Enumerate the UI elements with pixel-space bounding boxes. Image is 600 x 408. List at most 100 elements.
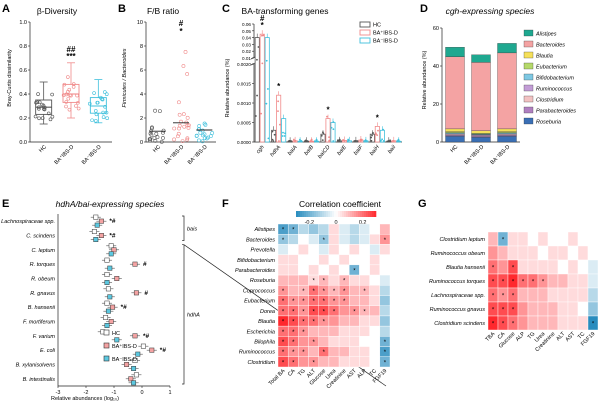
panel-e-legend-label: BA⁺IBS-D [112,343,137,350]
panel-a-point [74,104,78,108]
panel-g-cell [567,245,579,261]
panel-b-point [208,134,213,139]
panel-d-legend-label: Roseburia [536,120,561,126]
panel-c-ytick-label: 0.06 [242,22,251,27]
panel-g-sig: * [522,280,525,286]
panel-c-ytick-label: 0.04 [242,36,251,41]
panel-c-legend-label: BA⁻IBS-D [373,39,398,45]
panel-b-point [176,131,181,136]
panel-f-sig: * [292,228,295,234]
panel-f-colorbar-cell [342,211,345,217]
panel-a-point [87,101,92,106]
panel-g-sig: * [512,322,515,328]
panel-c-ytick-label: 0.03 [242,42,251,47]
panel-c-point [256,94,258,97]
panel-c-bar [281,118,287,143]
panel-c-point [322,132,325,135]
panel-f-cell [369,244,381,255]
panel-a-point [67,87,72,92]
panel-c-point [262,34,265,37]
panel-e: E hdhA/bai-expressing species Relative a… [1,198,387,402]
panel-d-legend-swatch [523,84,534,92]
panel-g-cell [547,245,559,261]
panel-f-cell [369,295,381,306]
panel-f-sig: * [312,320,315,326]
panel-f-colorbar-cell [304,211,307,217]
panel-label-b: B [118,3,126,15]
panel-e-point [108,251,114,257]
panel-f-cell [359,244,370,255]
panel-a-point [64,104,68,109]
panel-e-legend-label: BA⁻IBS-D [112,357,137,363]
panel-a-point [90,118,94,123]
panel-e-category-label: B. intestinalis [23,377,56,383]
panel-g-cell [557,245,569,261]
panel-g-cell [517,259,529,275]
panel-f-sig: * [292,360,295,366]
panel-f-colorbar-cell [356,211,359,217]
panel-f-cell [379,285,391,296]
panel-f-colorbar-cell [368,211,371,217]
panel-g-cell [577,315,589,331]
panel-f-col-label: ALP [356,368,368,380]
panel-f-cell [287,274,299,286]
panel-f-cell [328,325,340,337]
panel-c-xtick-label: baiI [387,144,398,155]
panel-f-sig: * [292,330,295,336]
panel-d-bar-segment [471,137,491,143]
panel-g-row-label: Clostridium leptum [439,237,485,243]
panel-g-cell [527,287,539,303]
panel-c-legend-swatch [359,29,371,36]
panel-g-cell [547,315,559,331]
panel-f-sig: * [282,350,285,356]
panel-b-point [172,137,176,142]
panel-f-sig: * [323,289,326,295]
panel-c-point [290,140,292,142]
panel-f-sig: * [292,340,295,346]
panel-a-ytick-label: 0.0 [19,140,27,146]
panel-b-ylabel: Firmicutes / Bacteroides [122,48,128,107]
panel-d-legend-swatch [523,117,534,125]
panel-f-cell [328,244,340,255]
panel-f-colorbar-cell [300,211,303,217]
panel-d-legend-swatch [523,29,534,37]
panel-b-point [186,126,191,130]
panel-a-ylabel: Bray-Curtis dissimilarity [7,49,13,107]
panel-c-point [332,121,335,123]
panel-g-cell [527,231,539,247]
panel-d-legend-label: Bifidobacterium [536,76,574,82]
panel-d-bar-segment [445,47,465,57]
panel-f-colorbar-cell [298,211,301,217]
panel-d-title: cgh-expressing species [446,6,536,16]
panel-f-sig: * [333,299,336,305]
panel-e-point [132,358,138,363]
panel-b-sig: # [179,19,184,28]
panel-c-point [321,139,324,142]
panel-e-title: hdhA/bai-expressing species [56,199,165,209]
panel-g-sig: * [492,322,495,328]
panel-c-point [343,140,346,142]
panel-e-group-label: bais [187,226,197,232]
panel-f-sig: * [312,360,315,366]
panel-e-point [132,261,138,267]
panel-c-point [332,128,335,131]
panel-d-legend-label: Clostridium [536,98,564,104]
panel-f-cell [318,356,330,368]
panel-f-colorbar-cell [302,211,305,217]
panel-f-cell [369,274,381,286]
panel-c-ytick-label: 0.0005 [237,121,251,126]
panel-c-point [265,102,268,105]
panel-g-plot: Clostridium leptum * Ruminococcus obeum Bla… [429,231,599,353]
panel-f-sig: * [343,289,346,295]
panel-f-cell [298,234,309,245]
panel-f-cell [349,223,360,235]
panel-g-row-label: Lachnospiraceae spp. [431,293,485,299]
panel-f-sig: * [292,320,295,326]
panel-f-cell [349,254,360,266]
panel-c-xtick-label: hdhA [269,144,282,158]
panel-f-sig: * [333,309,336,315]
panel-f-cell [328,223,340,235]
panel-g-cell [557,259,569,275]
